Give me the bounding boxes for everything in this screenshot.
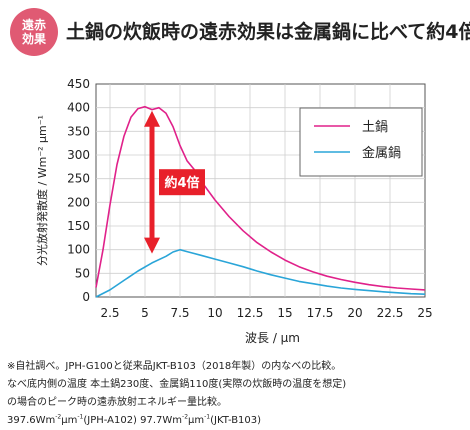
y-tick-label: 350 [67,124,90,138]
y-tick-label: 0 [82,290,90,304]
x-tick-label: 5 [141,306,149,320]
footnote-line-4: 397.6Wm-2μm-1(JPH-A102) 97.7Wm-2μm-1(JKT… [7,413,262,426]
series-line-1 [95,105,426,291]
x-tick-label: 17.5 [307,306,334,320]
y-axis-label: 分光放射発散度 / Wm⁻² μm⁻¹ [35,115,49,266]
x-tick-label: 22.5 [377,306,404,320]
ratio-arrow-head-down [144,237,160,254]
ratio-arrow-shaft [149,124,155,240]
legend-label-1: 土鍋 [362,119,388,135]
y-tick-label: 400 [67,101,90,115]
y-tick-label: 450 [67,77,90,91]
y-tick-label: 100 [67,243,90,257]
footnote-line-1: ※自社調べ。JPH-G100と従来品JKT-B103（2018年製）の内なべの比… [7,361,342,372]
y-tick-label: 200 [67,195,90,209]
legend-label-2: 金属鍋 [362,145,401,161]
y-tick-label: 150 [67,219,90,233]
badge-line-1: 遠赤 [21,18,46,32]
x-tick-label: 2.5 [100,306,119,320]
footnote-line-3: の場合のピーク時の遠赤放射エネルギー量比較。 [7,397,227,408]
footnote-line-2: なべ底内側の温度 本土鍋230度、金属鍋110度(実際の炊飯時の温度を想定) [7,379,347,390]
series-line-2 [95,248,426,298]
far-infrared-badge: 遠赤 効果 [10,8,58,56]
x-tick-label: 25 [417,306,432,320]
ratio-annotation-box [159,169,205,196]
x-tick-label: 10 [207,306,222,320]
x-tick-label: 7.5 [170,306,189,320]
x-tick-label: 15 [277,306,292,320]
y-tick-label: 250 [67,172,90,186]
legend-box [299,107,423,177]
y-tick-label: 300 [67,148,90,162]
badge-line-2: 効果 [21,32,46,46]
x-tick-label: 20 [347,306,362,320]
page-title: 土鍋の炊飯時の遠赤効果は金属鍋に比べて約4倍 [66,21,470,43]
footnotes: ※自社調べ。JPH-G100と従来品JKT-B103（2018年製）の内なべの比… [7,358,467,430]
spectral-chart: 0 50 100 150 200 250 300 350 400 450 2.5 5 7.5 10 12.5… [35,77,433,345]
ratio-arrow-head-up [144,110,160,127]
x-axis-label: 波長 / μm [245,331,300,345]
ratio-annotation-label: 約4倍 [164,175,199,191]
x-tick-label: 12.5 [237,306,264,320]
y-tick-label: 50 [75,266,90,280]
